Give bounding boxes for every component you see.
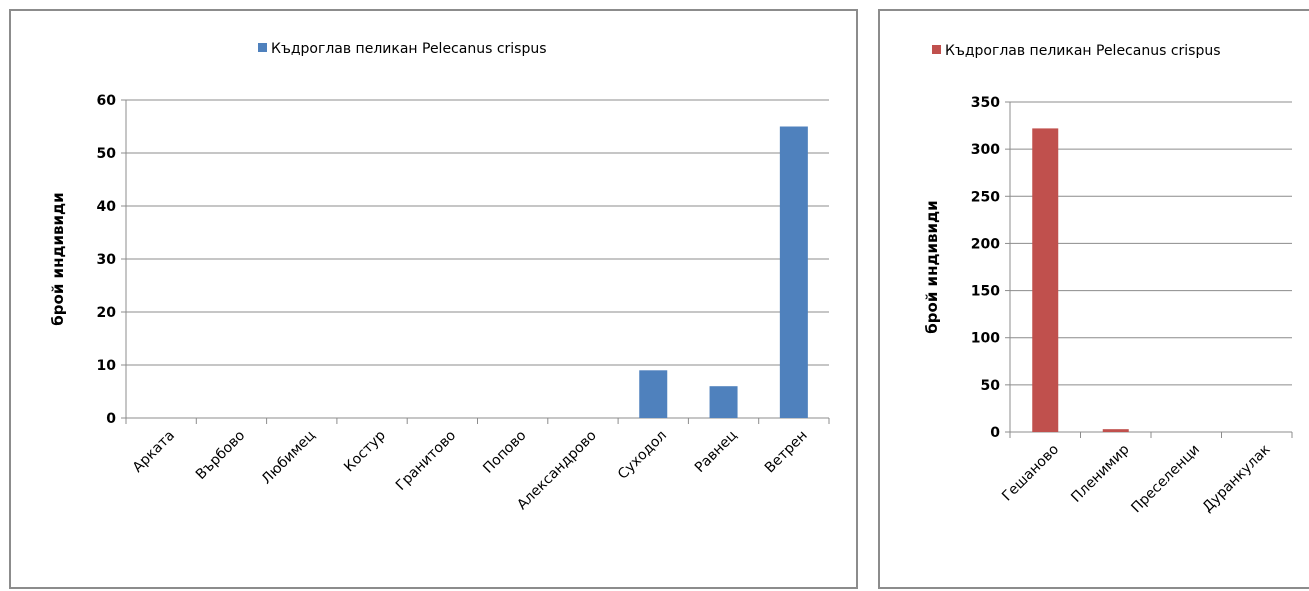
right-y-tick-label: 300: [971, 142, 1000, 158]
left-bar: [709, 386, 738, 418]
right-x-tick-label: Пленимир: [1068, 441, 1132, 505]
chart-right-frame: Къдроглав пеликан Pelecanus crispus брой …: [878, 9, 1309, 589]
left-x-tick-label: Гранитово: [393, 428, 459, 494]
right-y-tick-label: 250: [971, 189, 1000, 205]
left-y-tick-label: 50: [97, 146, 117, 162]
right-y-tick-label: 100: [971, 331, 1000, 347]
left-x-tick-label: Суходол: [615, 428, 670, 483]
left-bar: [779, 126, 808, 418]
left-legend-swatch: [258, 43, 267, 52]
left-y-tick-label: 20: [97, 305, 117, 321]
left-legend-label: Къдроглав пеликан Pelecanus crispus: [271, 41, 547, 57]
left-x-tick-label: Ветрен: [762, 428, 811, 477]
right-bar: [1102, 429, 1129, 432]
left-y-tick-label: 30: [97, 252, 117, 268]
chart-left: Къдроглав пеликан Pelecanus crispus брой …: [49, 41, 830, 513]
right-y-tick-label: 150: [971, 284, 1000, 300]
right-y-axis-title: брой индивиди: [923, 200, 941, 333]
left-legend: Къдроглав пеликан Pelecanus crispus: [258, 41, 547, 57]
left-x-tick-label: Върбово: [193, 428, 248, 483]
left-x-tick-label: Арката: [130, 428, 178, 476]
right-y-tick-label: 200: [971, 236, 1000, 252]
left-y-tick-label: 0: [106, 411, 116, 427]
right-y-tick-label: 50: [981, 378, 1001, 394]
right-bar: [1032, 128, 1059, 432]
left-y-tick-label: 40: [97, 199, 117, 215]
left-bar: [639, 370, 668, 418]
chart-right: Къдроглав пеликан Pelecanus crispus брой …: [923, 43, 1293, 517]
right-x-tick-label: Преселенци: [1128, 442, 1203, 517]
right-legend-swatch: [932, 45, 941, 54]
right-y-tick-label: 0: [990, 425, 1000, 441]
left-x-tick-label: Равнец: [692, 428, 740, 476]
right-legend: Къдроглав пеликан Pelecanus crispus: [932, 43, 1221, 59]
right-y-tick-label: 350: [971, 95, 1000, 111]
left-x-tick-label: Костур: [341, 427, 389, 475]
left-x-tick-label: Любимец: [259, 428, 319, 488]
left-y-axis-title: брой индивиди: [49, 192, 67, 325]
chart-left-frame: Къдроглав пеликан Pelecanus crispus брой …: [9, 9, 858, 589]
right-x-tick-label: Гешаново: [999, 442, 1062, 505]
right-x-tick-label: Дуранкулак: [1200, 442, 1274, 516]
right-legend-label: Къдроглав пеликан Pelecanus crispus: [945, 43, 1221, 59]
left-y-tick-label: 10: [97, 358, 117, 374]
left-x-tick-label: Попово: [480, 428, 529, 477]
left-y-tick-label: 60: [97, 93, 117, 109]
